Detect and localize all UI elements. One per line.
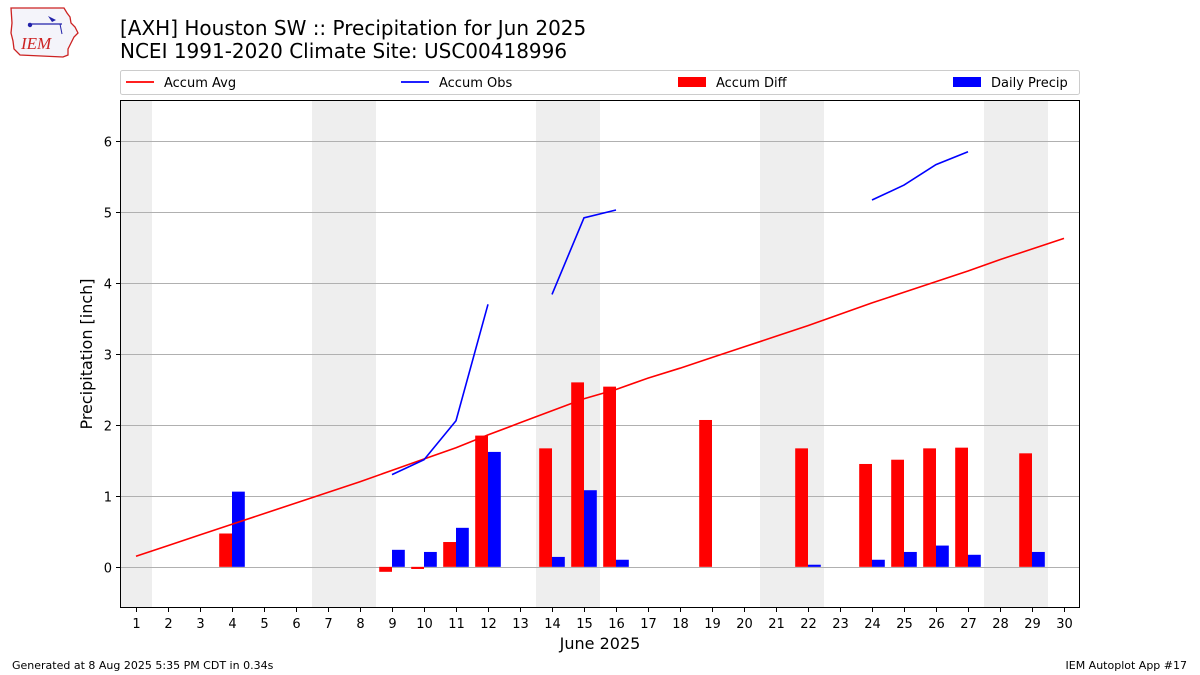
x-tick-label: 15 xyxy=(576,617,593,632)
x-tick-label: 22 xyxy=(800,617,817,632)
plot-frame xyxy=(120,100,1080,608)
x-tick-label: 21 xyxy=(768,617,785,632)
y-gridlines xyxy=(120,141,1080,568)
x-tick-label: 13 xyxy=(512,617,529,632)
x-tick-label: 20 xyxy=(736,617,753,632)
x-tick-label: 29 xyxy=(1024,617,1041,632)
y-tick-label: 0 xyxy=(104,562,112,577)
daily-precip-bar xyxy=(968,554,981,567)
x-tick-label: 8 xyxy=(356,617,364,632)
x-tick-label: 10 xyxy=(416,617,433,632)
x-tick-label: 26 xyxy=(928,617,945,632)
legend: Accum Avg Accum Obs Accum Diff Daily Precip xyxy=(120,70,1080,95)
x-tick-label: 11 xyxy=(448,617,465,632)
accum-diff-bar xyxy=(603,386,616,567)
x-tick-label: 16 xyxy=(608,617,625,632)
daily-precip-bar xyxy=(552,556,565,567)
daily-precip-bar xyxy=(456,527,469,567)
chart-title: [AXH] Houston SW :: Precipitation for Ju… xyxy=(120,16,587,40)
y-tick-label: 4 xyxy=(104,278,112,293)
x-axis-label: June 2025 xyxy=(559,634,641,653)
legend-accum-diff-label: Accum Diff xyxy=(716,76,788,91)
accum-diff-bar xyxy=(795,448,808,567)
accum-obs-line xyxy=(551,209,617,295)
legend-accum-avg-label: Accum Avg xyxy=(164,76,236,91)
legend-frame xyxy=(120,70,1080,95)
accum-diff-bar xyxy=(923,448,936,567)
accum-diff-bar xyxy=(379,566,392,572)
legend-daily-precip-label: Daily Precip xyxy=(991,76,1068,91)
x-tick-label: 28 xyxy=(992,617,1009,632)
x-tick-label: 4 xyxy=(228,617,236,632)
daily-precip-bar xyxy=(584,490,597,567)
accum-diff-bar xyxy=(955,447,968,567)
daily-precip-bar xyxy=(904,551,917,567)
y-tick-label: 2 xyxy=(104,420,112,435)
daily-precip-bar xyxy=(424,551,437,567)
x-tick-label: 25 xyxy=(896,617,913,632)
x-tick-label: 2 xyxy=(164,617,172,632)
lines-layer xyxy=(135,151,1065,557)
accum-diff-bar xyxy=(539,448,552,567)
y-tick-label: 5 xyxy=(104,207,112,222)
y-tick-label: 3 xyxy=(104,349,112,364)
x-tick-label: 6 xyxy=(292,617,300,632)
accum-diff-bar xyxy=(571,382,584,567)
x-tick-label: 5 xyxy=(260,617,268,632)
y-axis-label: Precipitation [inch] xyxy=(77,278,96,429)
x-tick-label: 1 xyxy=(132,617,140,632)
x-tick-label: 30 xyxy=(1056,617,1073,632)
y-tick-label: 6 xyxy=(104,136,112,151)
daily-precip-bar xyxy=(488,451,501,567)
accum-diff-bar xyxy=(475,435,488,567)
x-tick-label: 14 xyxy=(544,617,561,632)
daily-precip-bar xyxy=(808,564,821,567)
daily-precip-bar xyxy=(936,545,949,567)
accum-obs-line xyxy=(391,304,489,476)
legend-daily-precip-swatch xyxy=(953,77,981,87)
x-tick-label: 7 xyxy=(324,617,332,632)
x-tick-label: 23 xyxy=(832,617,849,632)
bars-layer xyxy=(219,382,1045,572)
x-tick-label: 27 xyxy=(960,617,977,632)
x-tick-label: 17 xyxy=(640,617,657,632)
iem-logo: IEM xyxy=(10,7,79,58)
x-tick-label: 19 xyxy=(704,617,721,632)
accum-diff-bar xyxy=(443,542,456,567)
y-tick-label: 1 xyxy=(104,491,112,506)
legend-accum-obs-label: Accum Obs xyxy=(439,76,512,91)
x-tick-label: 24 xyxy=(864,617,881,632)
accum-diff-bar xyxy=(859,463,872,567)
accum-diff-bar xyxy=(411,566,424,569)
daily-precip-bar xyxy=(392,549,405,567)
x-tick-label: 12 xyxy=(480,617,497,632)
accum-diff-bar xyxy=(219,533,232,567)
accum-diff-bar xyxy=(1019,453,1032,567)
x-tick-label: 9 xyxy=(388,617,396,632)
app-label: IEM Autoplot App #17 xyxy=(1065,659,1188,672)
accum-diff-bar xyxy=(891,459,904,567)
logo-text: IEM xyxy=(20,34,52,53)
generated-timestamp: Generated at 8 Aug 2025 5:35 PM CDT in 0… xyxy=(12,659,274,672)
chart-subtitle: NCEI 1991-2020 Climate Site: USC00418996 xyxy=(120,39,568,63)
legend-accum-diff-swatch xyxy=(678,77,706,87)
x-tick-label: 3 xyxy=(196,617,204,632)
daily-precip-bar xyxy=(232,491,245,567)
accum-obs-line xyxy=(871,151,969,201)
daily-precip-bar xyxy=(616,559,629,567)
accum-diff-bar xyxy=(699,419,712,567)
accum-avg-line xyxy=(135,237,1065,557)
daily-precip-bar xyxy=(1032,551,1045,567)
daily-precip-bar xyxy=(872,559,885,567)
x-tick-label: 18 xyxy=(672,617,689,632)
